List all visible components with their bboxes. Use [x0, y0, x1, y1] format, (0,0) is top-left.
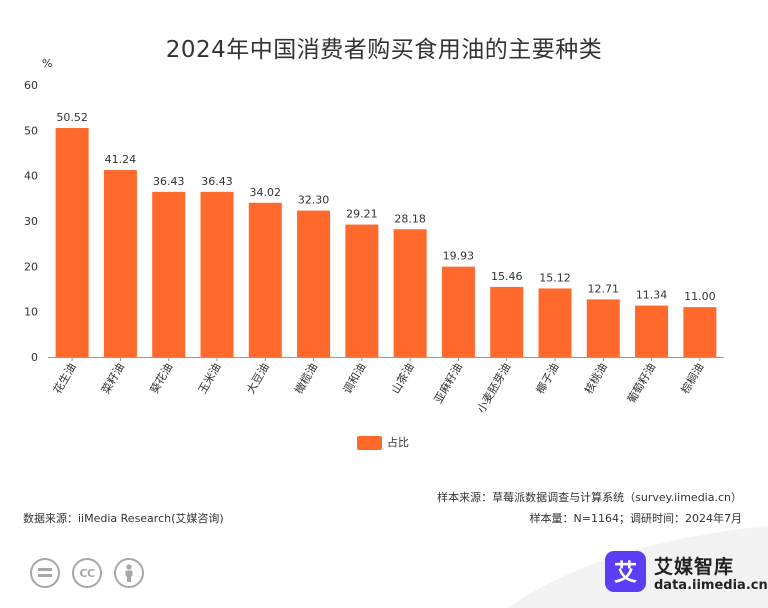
bar	[345, 224, 379, 357]
iimedia-logo-icon: 艾	[605, 551, 646, 592]
bar-chart: % 0 10 20 30 40 50 60 50.52 41.24 36.43 36.43 34.02…	[24, 57, 724, 415]
x-tick-label: 椰子油	[533, 361, 562, 397]
bar	[55, 127, 89, 357]
bar	[103, 170, 137, 357]
creative-commons-icon: CC	[72, 558, 102, 588]
sample-source: 样本来源：草莓派数据调查与计算系统（survey.iimedia.cn）	[437, 491, 742, 504]
x-tick-label: 葵花油	[147, 361, 176, 397]
data-source: 数据来源：iiMedia Research(艾媒咨询)	[23, 512, 224, 525]
x-tick-label: 小麦胚芽油	[474, 360, 514, 415]
data-label: 15.46	[491, 270, 523, 283]
bar	[393, 229, 427, 357]
legend-swatch	[357, 436, 382, 450]
brand-name: 艾媒智库	[654, 556, 735, 578]
bars	[55, 127, 717, 357]
y-axis-unit: %	[42, 57, 52, 70]
x-tick-label: 棕榈油	[678, 361, 707, 397]
x-tick-label: 玉米油	[195, 361, 224, 397]
x-axis: 花生油 菜籽油 葵花油 玉米油 大豆油 橄榄油 调和油 山茶油 亚麻籽油 小麦胚芽油 椰子油 核桃油葡…	[48, 357, 724, 415]
legend-label: 占比	[387, 436, 409, 449]
data-label: 11.34	[636, 289, 668, 302]
bar	[490, 286, 524, 357]
data-label: 15.12	[539, 271, 571, 284]
svg-text:艾: 艾	[614, 560, 637, 586]
data-label: 11.00	[684, 290, 716, 303]
bar	[200, 191, 234, 357]
x-tick-label: 橄榄油	[292, 361, 321, 397]
x-tick-label: 大豆油	[243, 361, 272, 397]
bar	[248, 202, 282, 357]
bar	[683, 307, 717, 357]
x-tick-label: 亚麻籽油	[431, 361, 465, 406]
bar	[538, 288, 572, 357]
x-tick-label: 调和油	[340, 361, 369, 397]
data-label: 36.43	[153, 175, 185, 188]
sample-size: 样本量：N=1164；调研时间：2024年7月	[529, 512, 742, 525]
y-tick-label: 60	[24, 79, 38, 92]
data-label: 41.24	[105, 153, 137, 166]
y-tick-label: 50	[24, 124, 38, 137]
data-label: 34.02	[250, 186, 282, 199]
y-tick-label: 40	[24, 170, 38, 183]
y-tick-label: 10	[24, 306, 38, 319]
x-tick-label: 花生油	[50, 361, 79, 397]
y-tick-label: 20	[24, 260, 38, 273]
y-tick-label: 0	[31, 351, 38, 364]
data-label: 36.43	[201, 175, 233, 188]
x-tick-label: 菜籽油	[98, 361, 127, 397]
x-tick-label: 核桃油	[581, 361, 610, 397]
bar	[441, 266, 475, 357]
attribution-icon	[114, 558, 144, 588]
y-tick-label: 30	[24, 215, 38, 228]
data-label: 12.71	[588, 282, 620, 295]
bar	[635, 305, 669, 357]
data-label: 29.21	[346, 208, 378, 221]
x-tick-label: 葡萄籽油	[624, 361, 658, 406]
data-label: 50.52	[56, 111, 88, 124]
bar	[297, 210, 331, 357]
no-derivatives-icon	[30, 558, 60, 588]
bar	[152, 191, 186, 357]
data-label: 28.18	[394, 212, 426, 225]
brand-url: data.iimedia.cn	[654, 578, 768, 593]
data-label: 32.30	[298, 194, 330, 207]
chart-title: 2024年中国消费者购买食用油的主要种类	[165, 37, 603, 63]
value-labels: 50.52 41.24 36.43 36.43 34.02 32.30 29.21 28.18…	[56, 111, 715, 303]
data-label: 19.93	[443, 250, 475, 263]
y-axis: % 0 10 20 30 40 50 60	[24, 57, 52, 364]
bar	[586, 299, 620, 357]
x-tick-label: 山茶油	[388, 361, 417, 397]
